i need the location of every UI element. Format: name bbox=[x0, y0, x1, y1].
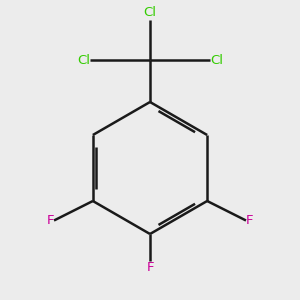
Text: Cl: Cl bbox=[77, 53, 90, 67]
Text: F: F bbox=[246, 214, 253, 227]
Text: F: F bbox=[46, 214, 54, 227]
Text: Cl: Cl bbox=[210, 53, 223, 67]
Text: F: F bbox=[146, 261, 154, 274]
Text: Cl: Cl bbox=[143, 7, 157, 20]
